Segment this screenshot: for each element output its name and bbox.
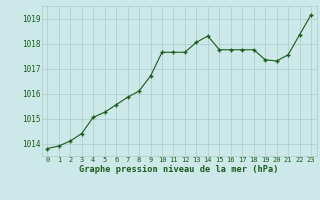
- X-axis label: Graphe pression niveau de la mer (hPa): Graphe pression niveau de la mer (hPa): [79, 164, 279, 174]
